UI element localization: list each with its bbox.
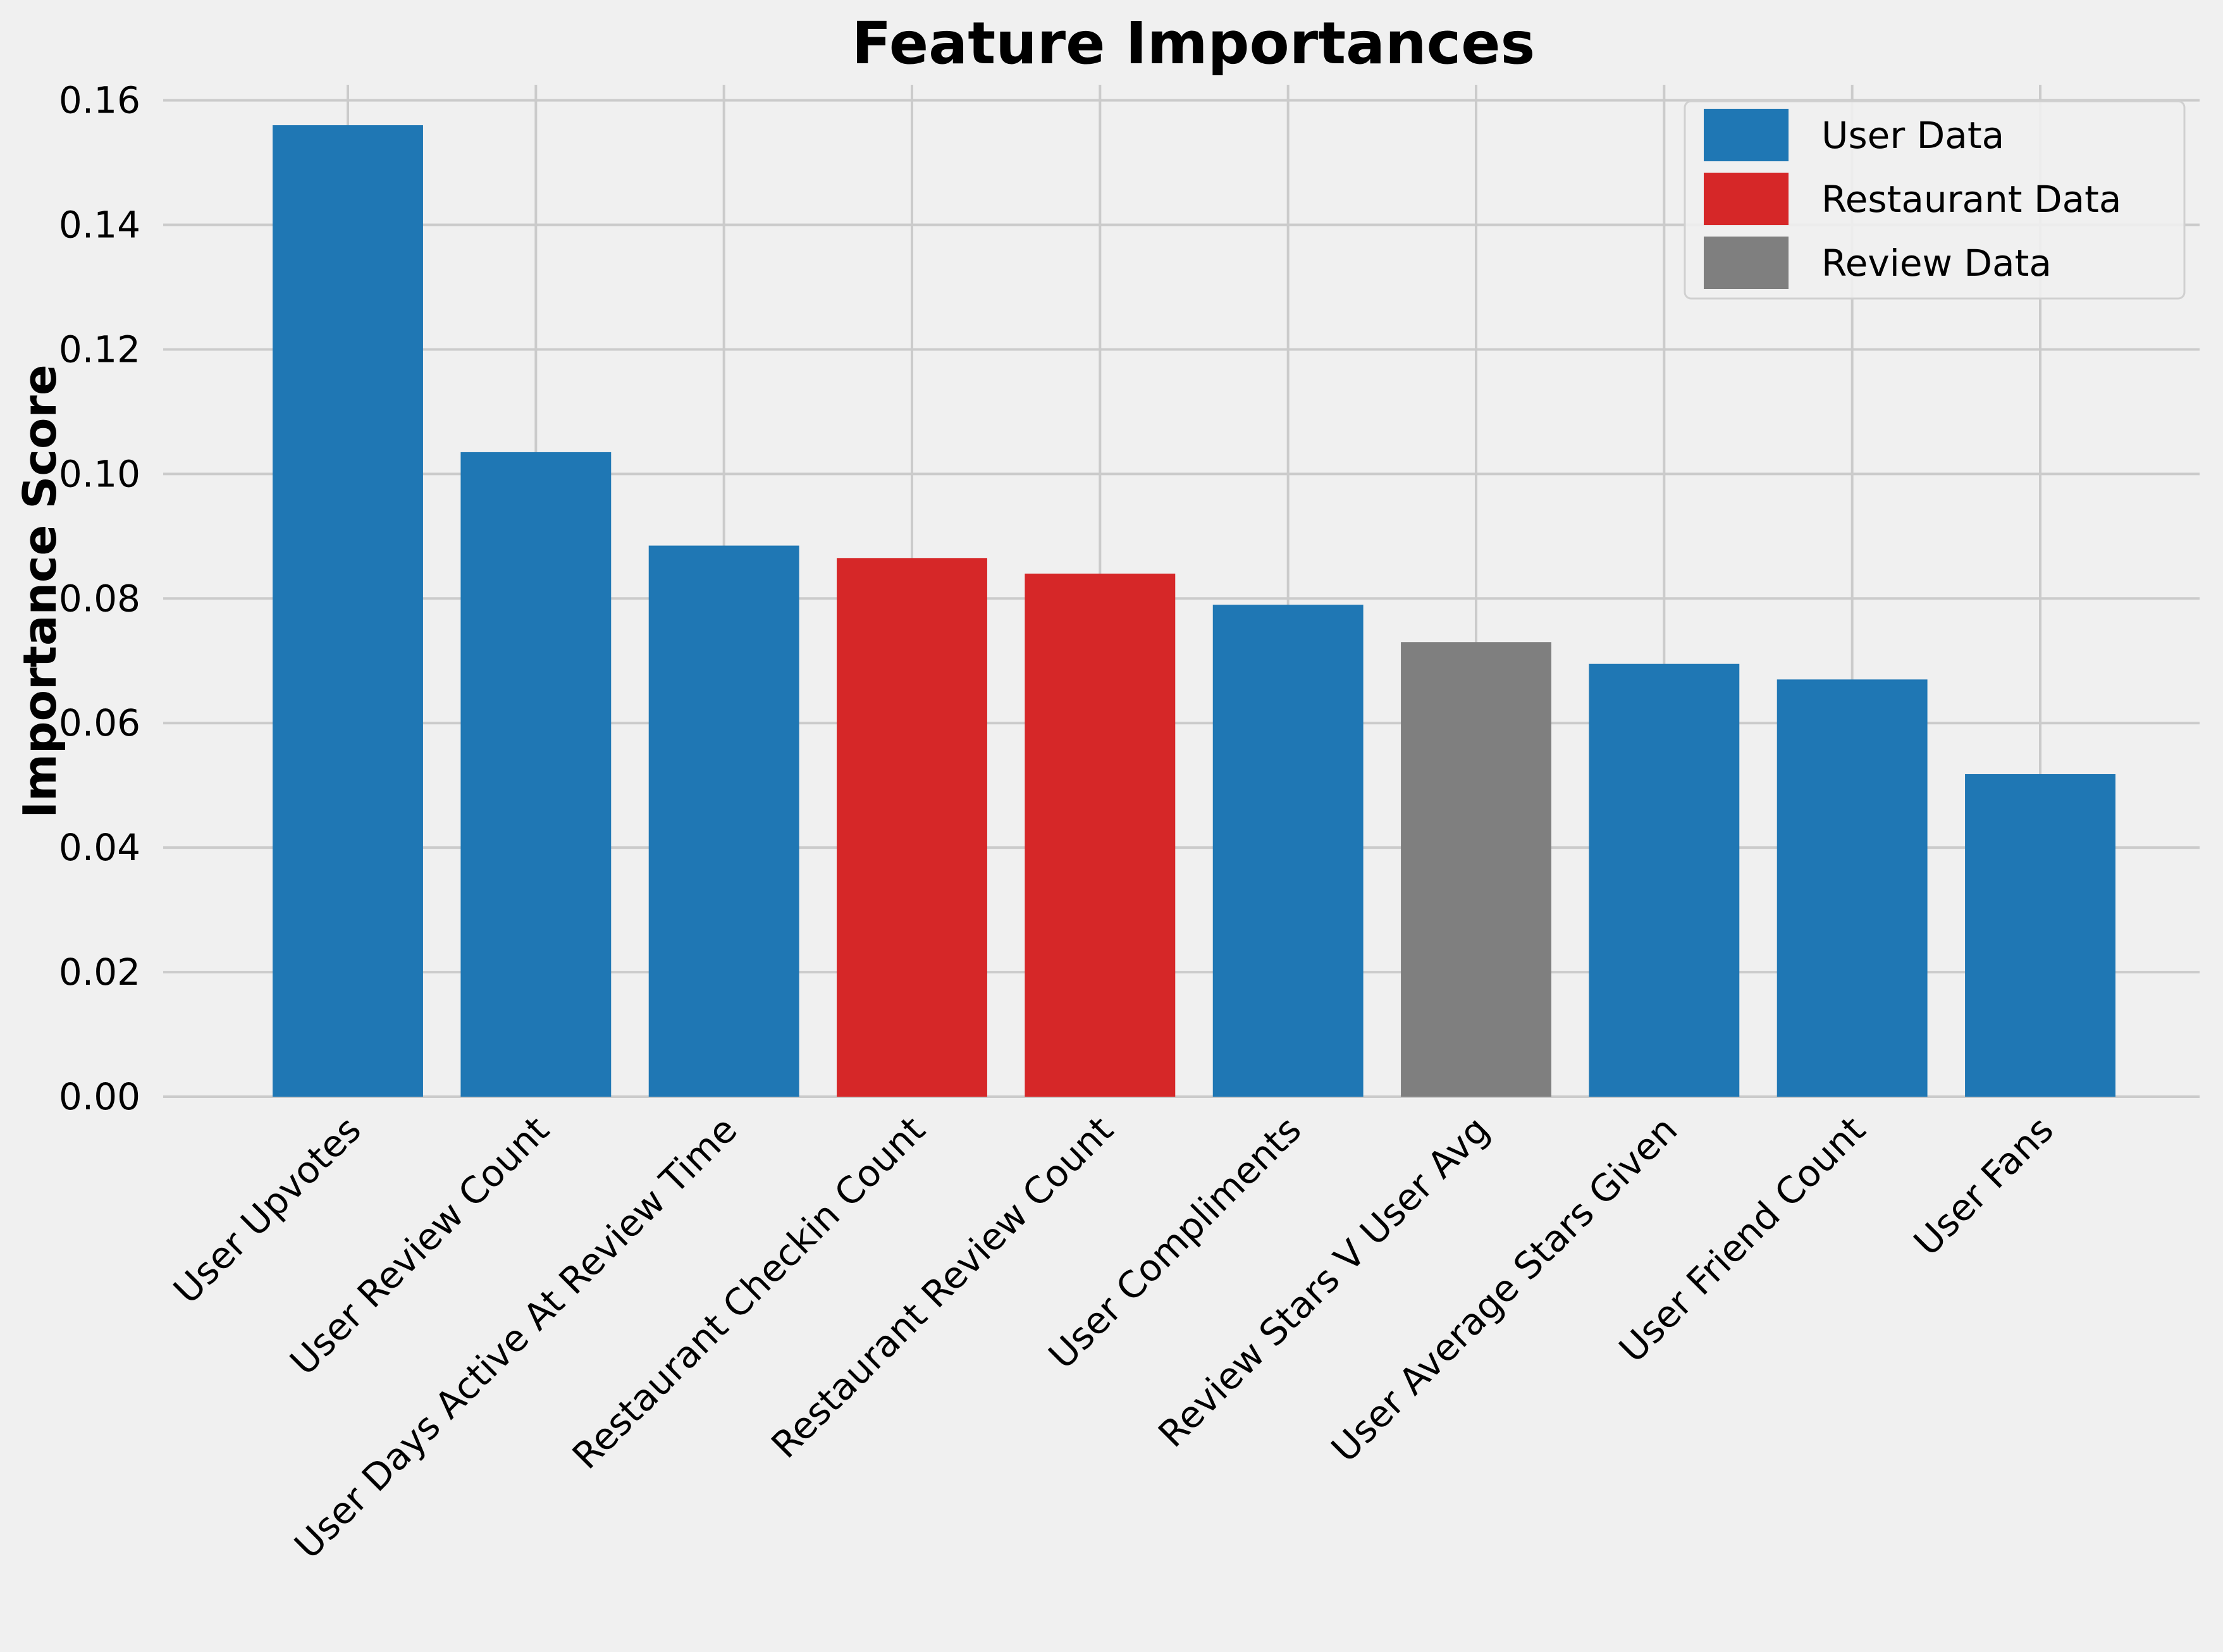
y-axis-ticks: 0.00 0.02 0.04 0.06 0.08 0.10 0.12 0.14 0.16 [59,79,140,1118]
bar [1589,663,1740,1097]
legend-swatch [1704,109,1789,161]
bar [1777,679,1928,1097]
bar [460,452,612,1097]
bars [273,125,2115,1097]
bar [273,125,423,1097]
legend-swatch [1704,173,1789,225]
bar [648,545,799,1097]
bar [837,558,987,1097]
y-tick-label: 0.14 [59,204,140,247]
y-tick-label: 0.08 [59,577,140,620]
y-tick-label: 0.12 [59,328,140,371]
legend-label: User Data [1821,114,2004,157]
y-tick-label: 0.00 [59,1075,140,1118]
y-tick-label: 0.02 [59,951,140,994]
legend-label: Restaurant Data [1821,178,2121,221]
y-tick-label: 0.06 [59,701,140,744]
bar [1401,642,1551,1097]
legend-frame [1684,100,2186,300]
y-tick-label: 0.04 [59,826,140,869]
y-tick-label: 0.16 [59,79,140,122]
chart-title: Feature Importances [852,9,1536,77]
legend-swatch [1704,237,1789,289]
bar [1025,573,1176,1097]
legend: User Data Restaurant Data Review Data [1684,100,2186,300]
legend-label: Review Data [1821,242,2052,285]
bar [1965,774,2115,1097]
bar [1212,605,1364,1097]
y-axis-label: Importance Score [13,364,66,818]
y-tick-label: 0.10 [59,452,140,495]
